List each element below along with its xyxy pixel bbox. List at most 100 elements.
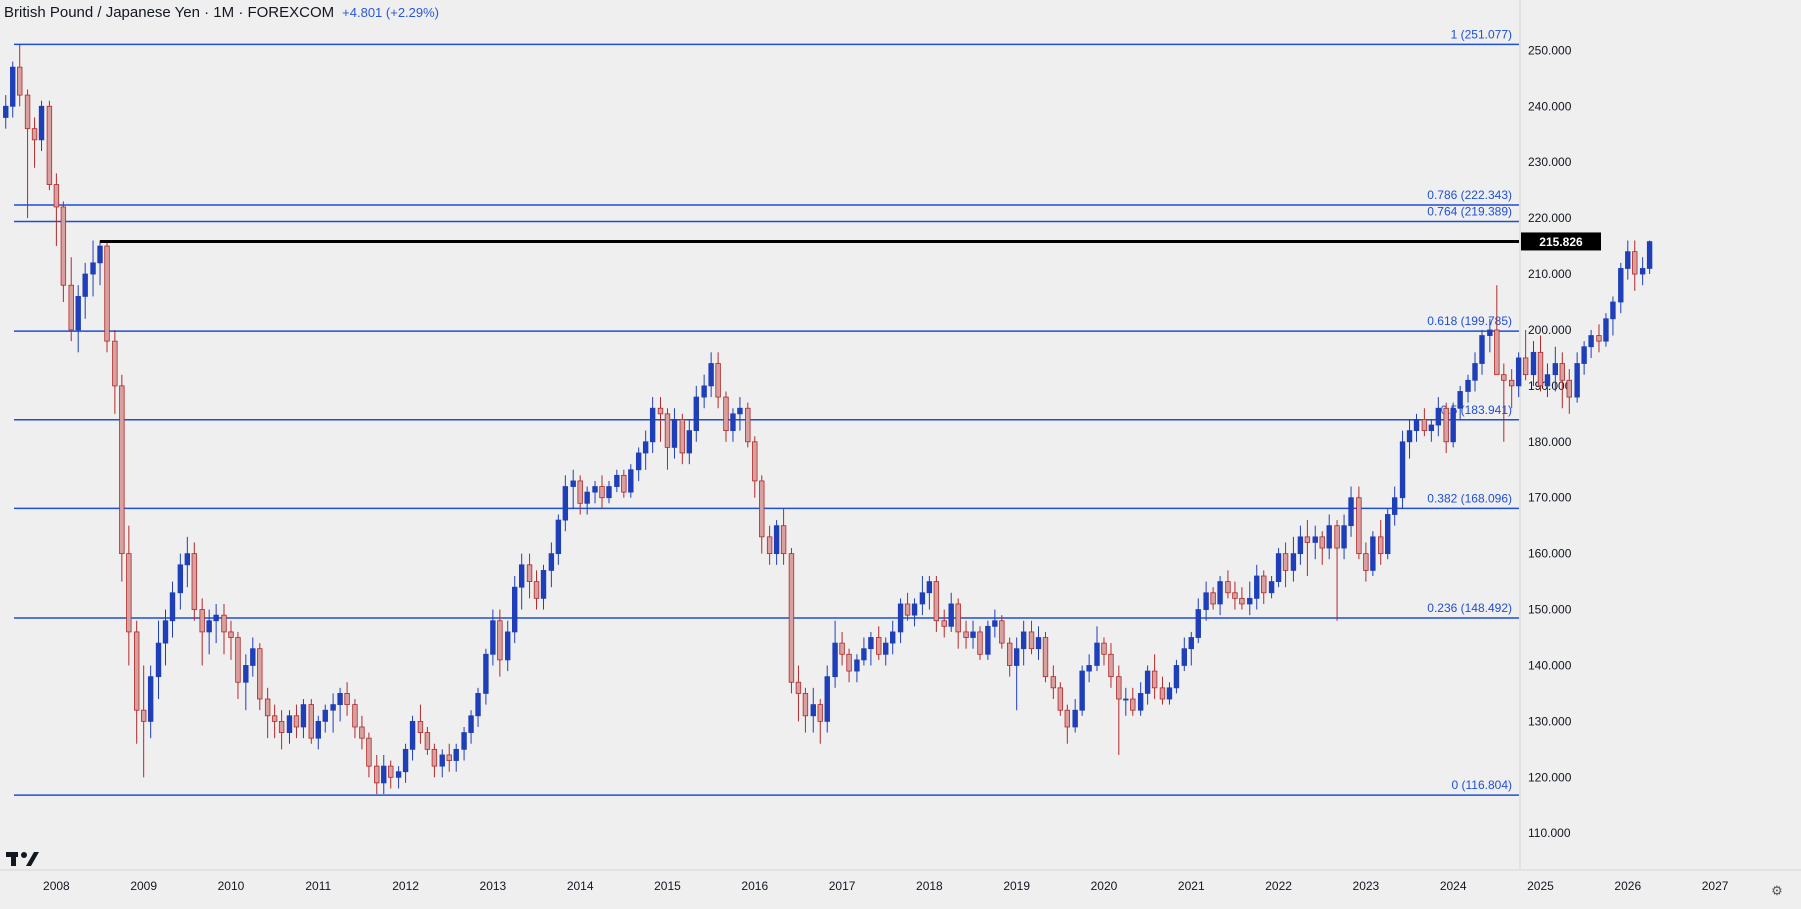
- candle-body: [1239, 597, 1245, 605]
- up-candle: [1188, 631, 1194, 666]
- down-candle: [876, 626, 882, 660]
- down-candle: [664, 408, 671, 470]
- up-candle: [286, 710, 293, 744]
- down-candle: [1116, 665, 1122, 755]
- down-candle: [235, 631, 241, 700]
- up-candle: [693, 385, 699, 442]
- down-candle: [1566, 369, 1572, 414]
- up-candle: [540, 564, 547, 610]
- down-candle: [424, 726, 431, 755]
- price-axis[interactable]: 250.000 240.000 230.000 220.000 210.000 200.0…: [1519, 0, 1572, 870]
- down-candle: [904, 592, 911, 621]
- up-candle: [162, 609, 169, 666]
- candle-body: [424, 732, 431, 750]
- up-candle: [483, 648, 489, 705]
- up-candle: [1618, 262, 1624, 314]
- candle-body: [1391, 497, 1398, 515]
- candle-body: [1261, 575, 1267, 594]
- candle-body: [453, 748, 459, 761]
- time-tick-label: 2011: [305, 879, 331, 893]
- fibonacci-levels[interactable]: 1 (251.077) 0.786 (222.343) 0.764 (219.389…: [14, 27, 1519, 796]
- time-tick-label: 2020: [1091, 879, 1118, 893]
- candle-body: [293, 715, 300, 728]
- candle-body: [948, 603, 954, 627]
- down-candle: [104, 240, 110, 353]
- candle-body: [570, 480, 576, 487]
- up-candle: [468, 710, 474, 744]
- down-candle: [723, 391, 729, 442]
- up-candle: [1094, 626, 1100, 672]
- candle-body: [635, 452, 642, 471]
- candle-body: [1297, 536, 1304, 555]
- down-candle: [1282, 542, 1289, 588]
- up-candle: [671, 408, 678, 459]
- candle-body: [548, 553, 555, 571]
- up-candle: [992, 609, 998, 638]
- time-tick-label: 2014: [567, 879, 594, 893]
- up-candle: [505, 620, 511, 672]
- candle-body: [402, 748, 409, 773]
- up-candle: [642, 430, 649, 470]
- settings-gear-icon[interactable]: ⚙: [1771, 883, 1783, 898]
- time-axis[interactable]: 2008 2009 2010 2011 2012 2013 2014 2015 2016 2017…: [0, 869, 1801, 893]
- up-candle: [250, 637, 256, 677]
- up-candle: [1515, 352, 1522, 398]
- down-candle: [599, 475, 605, 509]
- down-candle: [955, 598, 961, 649]
- candle-body: [53, 184, 60, 208]
- candle-body: [540, 570, 547, 599]
- candle-body: [1312, 536, 1318, 543]
- candle-body: [1625, 251, 1631, 269]
- time-tick-label: 2019: [1003, 879, 1030, 893]
- price-tick-label: 230.000: [1528, 155, 1572, 169]
- candle-body: [854, 659, 860, 672]
- candle-body: [686, 430, 693, 454]
- up-candle: [512, 576, 518, 644]
- candle-body: [1319, 536, 1325, 549]
- up-candle: [1574, 352, 1580, 403]
- up-candle: [155, 620, 162, 700]
- candle-body: [1035, 637, 1042, 650]
- down-candle: [1494, 285, 1500, 376]
- up-candle: [861, 637, 867, 666]
- time-tick-label: 2017: [829, 879, 856, 893]
- candle-body: [1501, 374, 1507, 381]
- candle-body: [1363, 553, 1369, 571]
- up-candle: [1275, 548, 1282, 588]
- down-candle: [977, 626, 983, 660]
- candle-body: [300, 704, 307, 728]
- up-candle: [1487, 318, 1493, 353]
- candle-body: [133, 631, 140, 711]
- symbol-title[interactable]: British Pound / Japanese Yen · 1M · FORE…: [4, 4, 335, 21]
- price-tick-label: 140.000: [1528, 658, 1572, 672]
- candle-body: [693, 396, 699, 432]
- down-candle: [933, 576, 940, 632]
- candle-body: [919, 592, 926, 605]
- down-candle: [1304, 520, 1311, 576]
- candle-body: [1566, 379, 1572, 398]
- down-candle: [308, 699, 314, 744]
- candle-body: [1028, 631, 1035, 650]
- up-candle: [490, 609, 496, 666]
- up-candle: [243, 654, 249, 711]
- up-candle: [1341, 514, 1347, 560]
- up-candle: [147, 665, 154, 739]
- up-candle: [337, 687, 343, 722]
- candle-body: [1057, 687, 1064, 711]
- candle-body: [1020, 631, 1027, 650]
- candle-body: [1646, 241, 1653, 269]
- down-candle: [1632, 240, 1638, 291]
- candle-body: [17, 66, 23, 96]
- up-candle: [322, 704, 328, 733]
- candle-body: [614, 474, 620, 487]
- candle-body: [1225, 581, 1231, 594]
- candle-body: [1094, 642, 1100, 666]
- up-candle: [1588, 329, 1594, 358]
- down-candle: [533, 570, 540, 610]
- horizontal-line[interactable]: 215.826: [100, 232, 1601, 251]
- tradingview-logo-icon[interactable]: [6, 850, 40, 870]
- candle-body: [1494, 329, 1500, 376]
- candle-body: [271, 715, 278, 722]
